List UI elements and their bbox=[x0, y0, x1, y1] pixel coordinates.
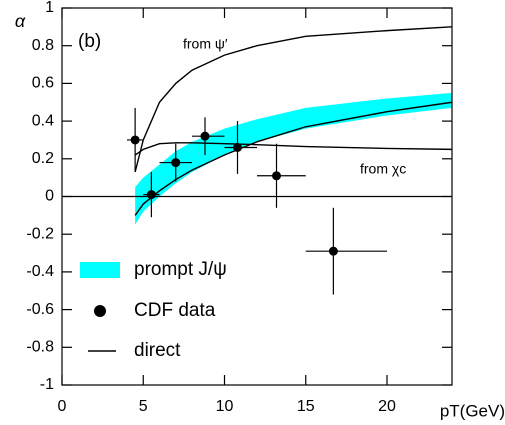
curve bbox=[134, 26, 453, 173]
band bbox=[135, 92, 452, 225]
legend-label: prompt J/ψ bbox=[134, 259, 227, 280]
x-axis-label: pT(GeV) bbox=[440, 401, 505, 420]
data-point bbox=[233, 142, 242, 152]
legend-label: CDF data bbox=[134, 300, 216, 321]
y-tick-label: 0.2 bbox=[32, 150, 54, 167]
y-tick-label: -0.8 bbox=[26, 339, 54, 356]
x-tick-label: 20 bbox=[378, 398, 396, 415]
x-tick-label: 5 bbox=[139, 398, 148, 415]
y-tick-label: 0.4 bbox=[32, 112, 54, 129]
curve-label: from ψ′ bbox=[183, 36, 228, 52]
y-tick-label: -0.6 bbox=[26, 301, 54, 318]
curve-label: from χc bbox=[360, 161, 406, 177]
x-tick-label: 15 bbox=[297, 398, 315, 415]
data-point bbox=[200, 131, 210, 141]
y-axis-label: α bbox=[15, 11, 26, 31]
y-tick-label: 0.6 bbox=[32, 75, 54, 92]
legend-label: direct bbox=[134, 340, 181, 361]
y-tick-label: 0.8 bbox=[32, 37, 54, 54]
y-tick-label: -0.4 bbox=[26, 263, 54, 280]
data-point bbox=[130, 135, 140, 145]
curve bbox=[134, 142, 453, 156]
y-tick-label: 1 bbox=[45, 0, 54, 16]
data-point bbox=[171, 158, 181, 168]
data-point bbox=[328, 246, 338, 256]
y-tick-label: -0.2 bbox=[26, 225, 54, 242]
x-tick-label: 10 bbox=[216, 398, 234, 415]
legend-swatch bbox=[94, 305, 106, 317]
data-point bbox=[146, 190, 156, 200]
line bbox=[134, 101, 453, 216]
y-tick-label: 0 bbox=[45, 188, 54, 205]
x-tick-label: 0 bbox=[58, 398, 67, 415]
panel-label: (b) bbox=[78, 31, 101, 52]
legend-swatch bbox=[80, 262, 120, 278]
data-point bbox=[272, 171, 281, 181]
y-tick-label: -1 bbox=[40, 376, 54, 393]
